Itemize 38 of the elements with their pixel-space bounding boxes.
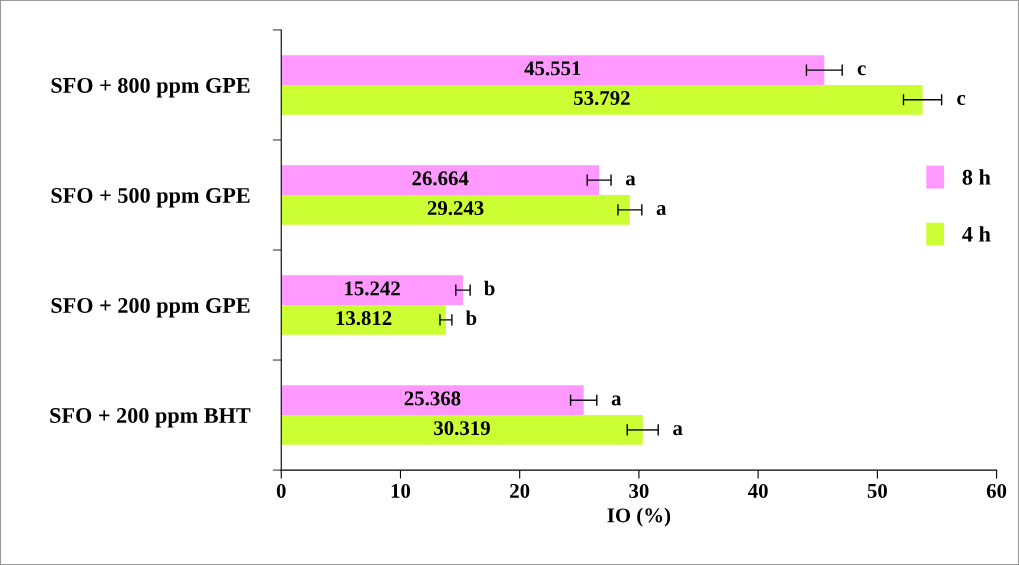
- data-label: 15.242: [345, 281, 400, 296]
- bar: [281, 385, 584, 416]
- annotation: c: [957, 95, 966, 106]
- data-label: 53.792: [574, 91, 630, 106]
- data-label: 26.664: [412, 171, 469, 186]
- annotation: a: [656, 205, 667, 216]
- x-tick-label: 40: [748, 483, 768, 498]
- y-tick-label: SFO + 200 ppm BHT: [50, 408, 251, 428]
- x-tick-label: 30: [629, 483, 649, 498]
- x-axis-title: IO (%): [607, 507, 671, 527]
- data-label: 45.551: [524, 61, 581, 76]
- legend-label: 8 h: [962, 169, 991, 185]
- bar: [281, 84, 923, 115]
- bar: [281, 55, 825, 85]
- bar: [281, 305, 446, 335]
- annotation: b: [484, 280, 495, 296]
- x-tick-label: 60: [986, 483, 1007, 498]
- x-tick-label: 20: [510, 483, 530, 498]
- bar: [281, 195, 630, 225]
- y-tick-label: SFO + 800 ppm GPE: [51, 77, 250, 98]
- annotation: a: [625, 175, 636, 186]
- x-tick-label: 0: [276, 483, 286, 498]
- bar: [281, 415, 643, 445]
- annotation: a: [611, 395, 622, 406]
- y-tick-label: SFO + 200 ppm GPE: [51, 297, 250, 318]
- data-label: 29.243: [427, 201, 484, 216]
- annotation: b: [465, 310, 477, 326]
- x-tick-label: 50: [867, 483, 887, 498]
- bar: [281, 275, 463, 306]
- x-tick-label: 10: [391, 483, 411, 498]
- bar: [281, 165, 600, 195]
- annotation: c: [857, 65, 866, 76]
- data-label: 30.319: [434, 421, 490, 436]
- data-label: 13.812: [336, 311, 392, 326]
- annotation: a: [673, 425, 683, 436]
- data-label: 25.368: [404, 391, 461, 406]
- y-tick-label: SFO + 500 ppm GPE: [51, 187, 250, 208]
- legend-label: 4 h: [962, 226, 991, 242]
